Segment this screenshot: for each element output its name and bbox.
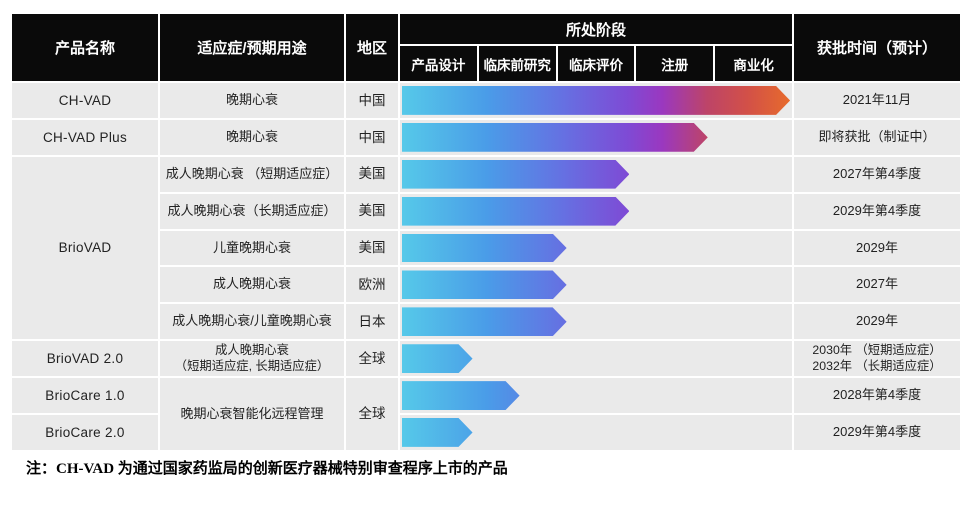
- indication-row-3: 成人晚期心衰 （短期适应症）: [160, 156, 344, 192]
- product-briovad-2-0: BrioVAD 2.0: [12, 341, 158, 377]
- stage-cell-row-10: [400, 415, 792, 450]
- indication-row-4: 成人晚期心衰（长期适应症）: [160, 193, 344, 229]
- product-ch-vad-plus: CH-VAD Plus: [12, 119, 158, 155]
- progress-arrow-row-10: [402, 418, 473, 447]
- approval-row-9: 2028年第4季度: [794, 378, 960, 414]
- indication-briocare: 晚期心衰智能化远程管理: [160, 378, 344, 450]
- region-row-5: 美国: [346, 230, 398, 266]
- header-region: 地区: [346, 14, 398, 81]
- footnote: 注：CH-VAD 为通过国家药监局的创新医疗器械特别审查程序上市的产品: [26, 460, 508, 477]
- page: 产品名称 适应症/预期用途 地区 所处阶段 产品设计 临床前研究 临床评价 注册…: [12, 14, 960, 477]
- progress-arrow-row-9: [402, 381, 520, 410]
- header-stage-clinical: 临床评价: [557, 46, 635, 81]
- indication-row-2: 晚期心衰: [160, 119, 344, 155]
- product-briocare-1-0: BrioCare 1.0: [12, 378, 158, 414]
- stage-cell-row-3: [400, 156, 792, 192]
- progress-arrow-row-1: [402, 86, 790, 115]
- header-indication: 适应症/预期用途: [160, 14, 344, 81]
- indication-row-1: 晚期心衰: [160, 83, 344, 118]
- approval-row-6: 2027年: [794, 267, 960, 303]
- progress-arrow-row-7: [402, 307, 567, 336]
- approval-row-1: 2021年11月: [794, 83, 960, 118]
- stage-cell-row-1: [400, 83, 792, 118]
- progress-arrow-row-2: [402, 123, 708, 152]
- indication-row-8: 成人晚期心衰 （短期适应症, 长期适应症）: [160, 341, 344, 377]
- approval-row-10: 2029年第4季度: [794, 415, 960, 450]
- stage-cell-row-7: [400, 304, 792, 340]
- stage-cell-row-4: [400, 193, 792, 229]
- progress-arrow-row-6: [402, 270, 567, 299]
- approval-row-7: 2029年: [794, 304, 960, 340]
- stage-cell-row-2: [400, 119, 792, 155]
- region-row-8: 全球: [346, 341, 398, 377]
- header-product: 产品名称: [12, 14, 158, 81]
- approval-row-5: 2029年: [794, 230, 960, 266]
- region-row-6: 欧洲: [346, 267, 398, 303]
- header-stage-title: 所处阶段: [400, 14, 792, 44]
- approval-row-8: 2030年 （短期适应症） 2032年 （长期适应症）: [794, 341, 960, 377]
- stage-cell-row-6: [400, 267, 792, 303]
- region-row-3: 美国: [346, 156, 398, 192]
- approval-row-2: 即将获批（制证中）: [794, 119, 960, 155]
- header-stage-commercial: 商业化: [715, 46, 792, 81]
- header-stage-preclinical: 临床前研究: [478, 46, 556, 81]
- product-briovad: BrioVAD: [12, 156, 158, 340]
- header-stage-design: 产品设计: [400, 46, 477, 81]
- stage-cell-row-8: [400, 341, 792, 377]
- region-row-7: 日本: [346, 304, 398, 340]
- region-briocare: 全球: [346, 378, 398, 450]
- stage-cell-row-9: [400, 378, 792, 414]
- region-row-4: 美国: [346, 193, 398, 229]
- progress-arrow-row-8: [402, 344, 473, 373]
- approval-row-3: 2027年第4季度: [794, 156, 960, 192]
- indication-row-6: 成人晚期心衰: [160, 267, 344, 303]
- stage-cell-row-5: [400, 230, 792, 266]
- indication-row-7: 成人晚期心衰/儿童晚期心衰: [160, 304, 344, 340]
- progress-arrow-row-3: [402, 160, 629, 189]
- header-stage-group: 所处阶段 产品设计 临床前研究 临床评价 注册 商业化: [400, 14, 792, 81]
- region-row-2: 中国: [346, 119, 398, 155]
- product-ch-vad: CH-VAD: [12, 83, 158, 118]
- header-stage-registration: 注册: [636, 46, 714, 81]
- approval-row-4: 2029年第4季度: [794, 193, 960, 229]
- indication-row-5: 儿童晚期心衰: [160, 230, 344, 266]
- product-briocare-2-0: BrioCare 2.0: [12, 415, 158, 450]
- header-stage-subcolumns: 产品设计 临床前研究 临床评价 注册 商业化: [400, 46, 792, 81]
- pipeline-table: 产品名称 适应症/预期用途 地区 所处阶段 产品设计 临床前研究 临床评价 注册…: [12, 14, 960, 450]
- progress-arrow-row-4: [402, 197, 629, 226]
- progress-arrow-row-5: [402, 234, 567, 263]
- region-row-1: 中国: [346, 83, 398, 118]
- header-approval: 获批时间（预计）: [794, 14, 960, 81]
